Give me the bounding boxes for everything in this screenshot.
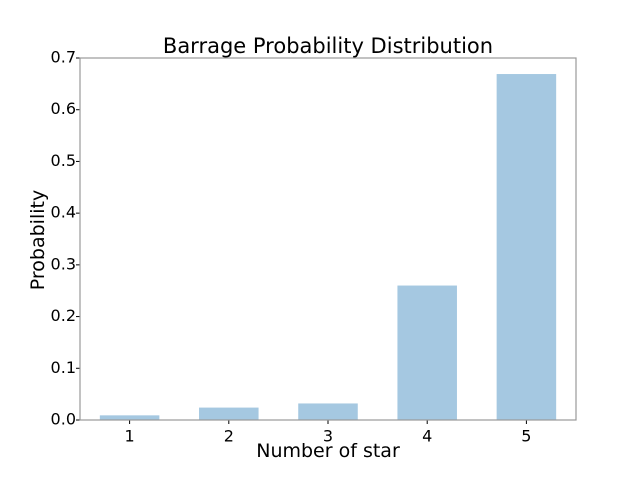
bar-star-3 [298, 403, 358, 420]
y-axis-label: Probability [27, 190, 49, 290]
y-tick-label: 0.1 [51, 358, 76, 377]
y-tick-label: 0.3 [51, 254, 76, 273]
chart-title: Barrage Probability Distribution [163, 34, 493, 58]
bar-star-2 [199, 407, 259, 420]
bar-star-4 [397, 285, 457, 420]
bars-layer [99, 74, 557, 420]
x-axis-label: Number of star [256, 440, 400, 462]
y-tick-label: 0.6 [51, 99, 76, 118]
x-tick-label: 3 [323, 427, 333, 446]
y-tick-label: 0.2 [51, 306, 76, 325]
x-ticks-layer: 1 2 3 4 5 [125, 420, 531, 446]
bar-star-1 [99, 415, 160, 420]
x-tick-label: 4 [422, 427, 432, 446]
bar-star-5 [496, 74, 557, 420]
plot-frame [79, 57, 577, 421]
x-tick-label: 5 [521, 427, 531, 446]
y-ticks-layer: 0.0 0.1 0.2 0.3 0.4 0.5 0.6 0.7 [51, 48, 80, 429]
x-tick-label: 1 [125, 427, 135, 446]
x-tick-label: 2 [224, 427, 234, 446]
y-tick-label: 0.5 [51, 151, 76, 170]
y-tick-label: 0.7 [51, 48, 76, 67]
y-tick-label: 0.0 [51, 410, 76, 429]
y-tick-label: 0.4 [51, 203, 76, 222]
